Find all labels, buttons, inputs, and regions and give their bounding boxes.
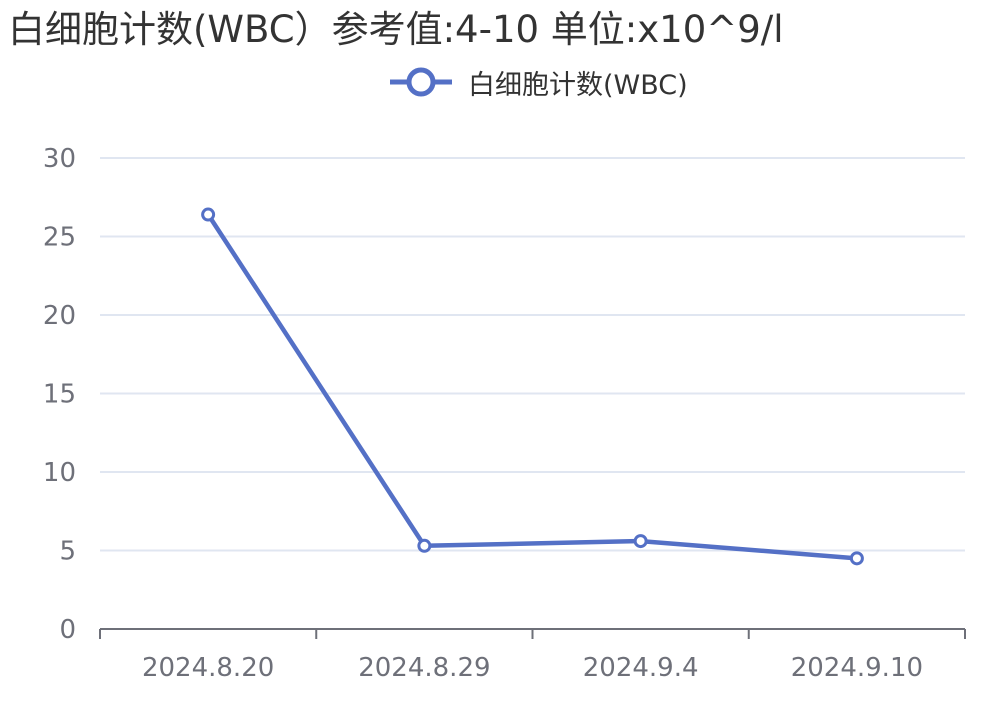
y-tick-label: 30 — [43, 144, 76, 174]
series-line — [205, 212, 860, 561]
chart-title: 白细胞计数(WBC）参考值:4-10 单位:x10^9/l — [8, 8, 784, 51]
y-tick-label: 25 — [43, 223, 76, 253]
legend-line-circle-icon — [390, 67, 452, 97]
y-tick-label: 0 — [59, 615, 76, 645]
axes: 0 5 10 15 20 25 30 2024.8.20 2024.8.29 2024.9.4 20… — [43, 144, 966, 683]
x-tick-label: 2024.8.20 — [142, 653, 274, 683]
x-tick-label: 2024.9.4 — [583, 653, 699, 683]
y-tick-label: 20 — [43, 301, 76, 331]
series — [201, 207, 864, 566]
y-tick-label: 10 — [43, 458, 76, 488]
x-tick-label: 2024.9.10 — [791, 653, 923, 683]
legend-label: 白细胞计数(WBC) — [468, 69, 688, 101]
data-point[interactable] — [633, 534, 648, 549]
data-point[interactable] — [849, 551, 864, 566]
data-point[interactable] — [417, 538, 432, 553]
data-point[interactable] — [201, 207, 216, 222]
legend[interactable]: 白细胞计数(WBC) — [388, 62, 688, 102]
grid-lines — [100, 157, 965, 552]
x-tick-label: 2024.8.29 — [358, 653, 490, 683]
y-tick-label: 15 — [43, 380, 76, 410]
y-tick-label: 5 — [59, 537, 76, 567]
